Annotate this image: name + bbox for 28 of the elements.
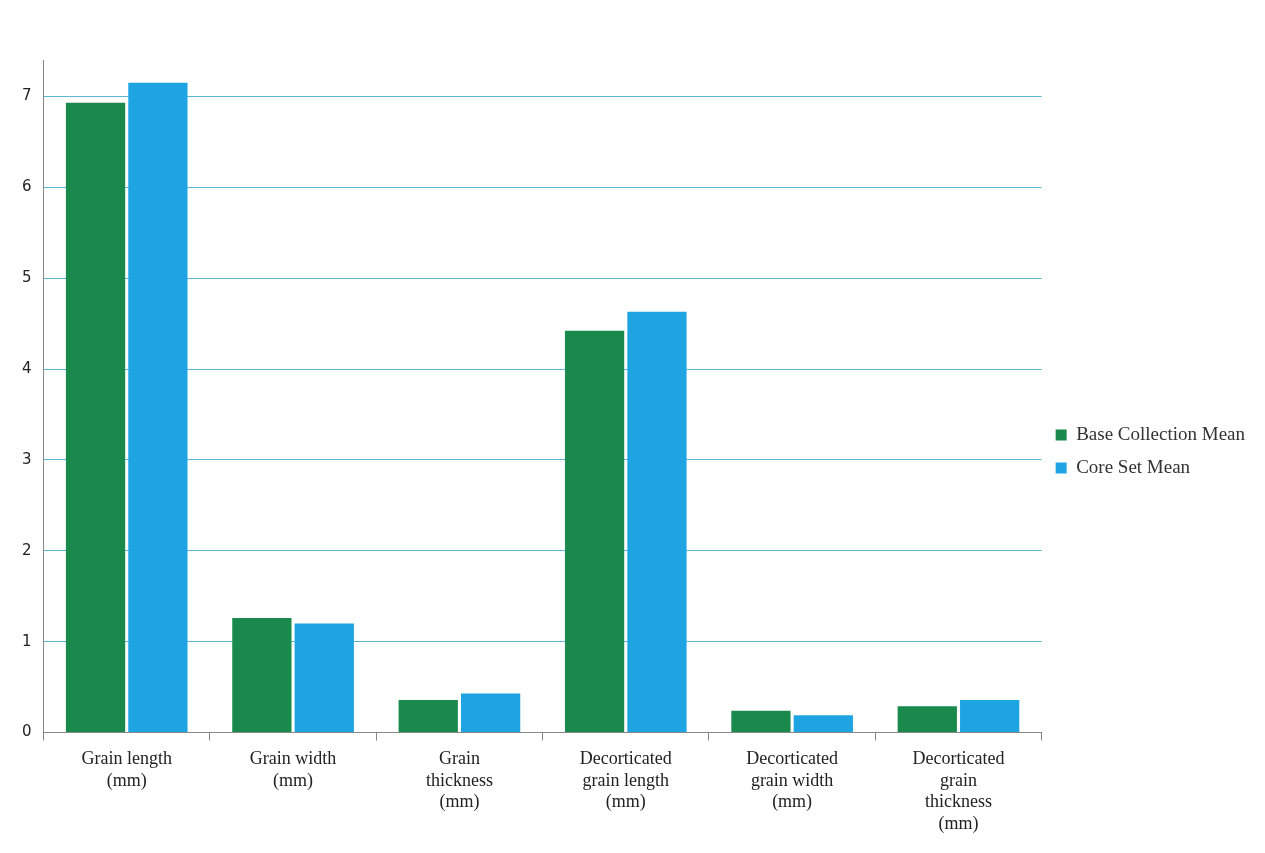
bar xyxy=(793,715,853,733)
y-tick-label: 4 xyxy=(22,358,32,377)
legend-label: Core Set Mean xyxy=(1076,455,1191,477)
x-tick-label: Grain thickness (mm) xyxy=(425,748,493,813)
bar xyxy=(232,618,292,733)
legend-label: Base Collection Mean xyxy=(1076,422,1246,444)
y-tick-label: 0 xyxy=(22,722,32,741)
y-tick-label: 5 xyxy=(22,268,32,287)
y-tick-label: 7 xyxy=(22,86,32,105)
x-tick-label: Grain width (mm) xyxy=(249,748,337,791)
bar xyxy=(627,311,687,733)
bar xyxy=(564,330,625,733)
bar xyxy=(897,706,957,733)
x-tick-label: Decorticated grain length (mm) xyxy=(579,748,672,813)
y-tick-label: 1 xyxy=(22,631,32,650)
x-tick-label: Grain length (mm) xyxy=(81,748,172,791)
x-tick-label: Decorticated grain width (mm) xyxy=(746,748,839,813)
y-tick-label: 6 xyxy=(22,177,32,196)
y-tick-label: 2 xyxy=(22,540,32,559)
bar xyxy=(294,623,354,733)
bar xyxy=(128,82,188,733)
bar xyxy=(460,693,521,733)
bar xyxy=(731,710,791,733)
bar xyxy=(65,102,126,733)
x-tick-label: Decorticated grain thickness (mm) xyxy=(912,748,1005,834)
y-tick-label: 3 xyxy=(22,449,32,468)
bar xyxy=(960,699,1020,733)
bar xyxy=(398,699,458,733)
